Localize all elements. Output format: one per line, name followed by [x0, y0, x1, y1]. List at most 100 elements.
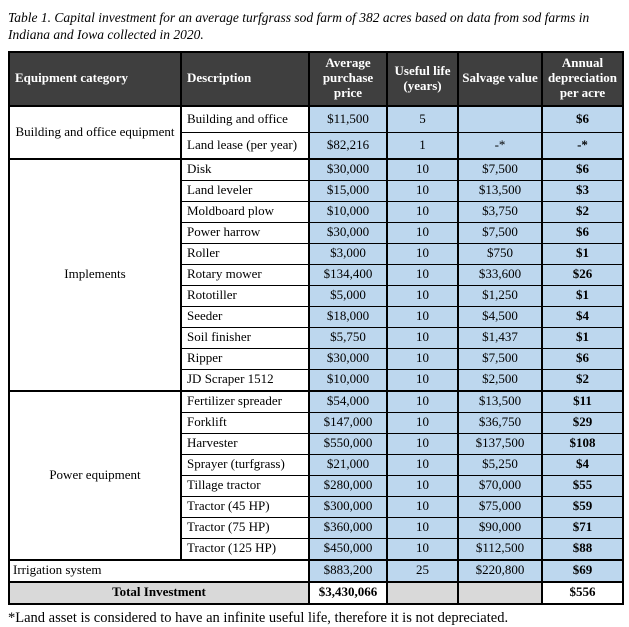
depreciation-cell: $6	[541, 347, 624, 370]
life-cell: 10	[386, 305, 459, 328]
depreciation-cell: $6	[541, 105, 624, 133]
description-cell: Rototiller	[180, 284, 310, 307]
salvage-cell: $13,500	[457, 389, 543, 413]
price-cell: $3,000	[308, 242, 388, 265]
price-cell: $5,000	[308, 284, 388, 307]
depreciation-cell: $6	[541, 221, 624, 244]
capital-investment-table: Equipment category Description Average p…	[8, 50, 624, 605]
price-cell: $10,000	[308, 368, 388, 392]
life-cell: 10	[386, 221, 459, 244]
table-row: Power equipment Fertilizer spreader $54,…	[8, 389, 624, 561]
salvage-cell: $220,800	[457, 558, 543, 583]
depreciation-cell: $71	[541, 516, 624, 539]
depreciation-cell: $1	[541, 326, 624, 349]
depreciation-cell: $69	[541, 558, 624, 583]
depreciation-cell: $4	[541, 305, 624, 328]
header-equipment-category: Equipment category	[8, 50, 182, 107]
table-row: Rotary mower $134,400 10 $33,600 $26	[9, 263, 624, 286]
salvage-cell: $1,250	[457, 284, 543, 307]
life-cell: 10	[386, 347, 459, 370]
table-row: Tractor (45 HP) $300,000 10 $75,000 $59	[9, 495, 624, 518]
table-row: Ripper $30,000 10 $7,500 $6	[9, 347, 624, 370]
description-cell: Land leveler	[180, 179, 310, 202]
table-row: Building and office equipment Building a…	[8, 105, 624, 160]
life-cell: 10	[386, 432, 459, 455]
description-cell: Moldboard plow	[180, 200, 310, 223]
header-salvage-value: Salvage value	[457, 50, 543, 107]
life-cell: 10	[386, 453, 459, 476]
depreciation-cell: $108	[541, 432, 624, 455]
total-salvage-cell	[457, 580, 543, 605]
salvage-cell: $750	[457, 242, 543, 265]
life-cell: 10	[386, 200, 459, 223]
table-row: Seeder $18,000 10 $4,500 $4	[9, 305, 624, 328]
price-cell: $18,000	[308, 305, 388, 328]
life-cell: 10	[386, 179, 459, 202]
life-cell: 5	[386, 105, 459, 133]
life-cell: 1	[386, 131, 459, 160]
salvage-cell: $7,500	[457, 221, 543, 244]
salvage-cell: $13,500	[457, 179, 543, 202]
price-cell: $360,000	[308, 516, 388, 539]
category-cell: Power equipment	[8, 389, 182, 561]
life-cell: 10	[386, 368, 459, 392]
depreciation-cell: $1	[541, 242, 624, 265]
description-cell: Tractor (75 HP)	[180, 516, 310, 539]
depreciation-cell: $55	[541, 474, 624, 497]
salvage-cell	[457, 105, 543, 133]
table-row: Land lease (per year) $82,216 1 -* -*	[9, 131, 624, 160]
description-cell: Disk	[180, 157, 310, 181]
table-row: Rototiller $5,000 10 $1,250 $1	[9, 284, 624, 307]
description-cell: Ripper	[180, 347, 310, 370]
description-cell: Sprayer (turfgrass)	[180, 453, 310, 476]
life-cell: 10	[386, 242, 459, 265]
salvage-cell: $33,600	[457, 263, 543, 286]
salvage-cell: -*	[457, 131, 543, 160]
total-price-cell: $3,430,066	[308, 580, 388, 605]
price-cell: $134,400	[308, 263, 388, 286]
total-row: Total Investment $3,430,066 $556	[8, 580, 624, 605]
table-row: Implements Disk $30,000 10 $7,500 $6	[8, 157, 624, 392]
header-annual-depreciation: Annual depreciation per acre	[541, 50, 624, 107]
description-cell: Forklift	[180, 411, 310, 434]
price-cell: $550,000	[308, 432, 388, 455]
salvage-cell: $2,500	[457, 368, 543, 392]
description-cell: Harvester	[180, 432, 310, 455]
life-cell: 10	[386, 263, 459, 286]
description-cell: JD Scraper 1512	[180, 368, 310, 392]
header-description: Description	[180, 50, 310, 107]
description-cell: Seeder	[180, 305, 310, 328]
life-cell: 10	[386, 284, 459, 307]
depreciation-cell: $88	[541, 537, 624, 561]
table-row: JD Scraper 1512 $10,000 10 $2,500 $2	[9, 368, 624, 392]
salvage-cell: $36,750	[457, 411, 543, 434]
total-depreciation-cell: $556	[541, 580, 624, 605]
life-cell: 10	[386, 516, 459, 539]
depreciation-cell: $29	[541, 411, 624, 434]
price-cell: $21,000	[308, 453, 388, 476]
price-cell: $280,000	[308, 474, 388, 497]
header-useful-life: Useful life (years)	[386, 50, 459, 107]
irrigation-label-cell: Irrigation system	[8, 558, 310, 583]
salvage-cell: $70,000	[457, 474, 543, 497]
table-row: Land leveler $15,000 10 $13,500 $3	[9, 179, 624, 202]
salvage-cell: $7,500	[457, 347, 543, 370]
table-row: Forklift $147,000 10 $36,750 $29	[9, 411, 624, 434]
salvage-cell: $1,437	[457, 326, 543, 349]
life-cell: 10	[386, 537, 459, 561]
price-cell: $883,200	[308, 558, 388, 583]
description-cell: Roller	[180, 242, 310, 265]
salvage-cell: $7,500	[457, 157, 543, 181]
description-cell: Land lease (per year)	[180, 131, 310, 160]
total-label-cell: Total Investment	[8, 580, 310, 605]
description-cell: Fertilizer spreader	[180, 389, 310, 413]
depreciation-cell: $3	[541, 179, 624, 202]
price-cell: $147,000	[308, 411, 388, 434]
description-cell: Tractor (125 HP)	[180, 537, 310, 561]
table-row: Irrigation system $883,200 25 $220,800 $…	[8, 558, 624, 583]
salvage-cell: $137,500	[457, 432, 543, 455]
depreciation-cell: $2	[541, 200, 624, 223]
table-caption: Table 1. Capital investment for an avera…	[8, 10, 590, 42]
price-cell: $10,000	[308, 200, 388, 223]
depreciation-cell: $1	[541, 284, 624, 307]
